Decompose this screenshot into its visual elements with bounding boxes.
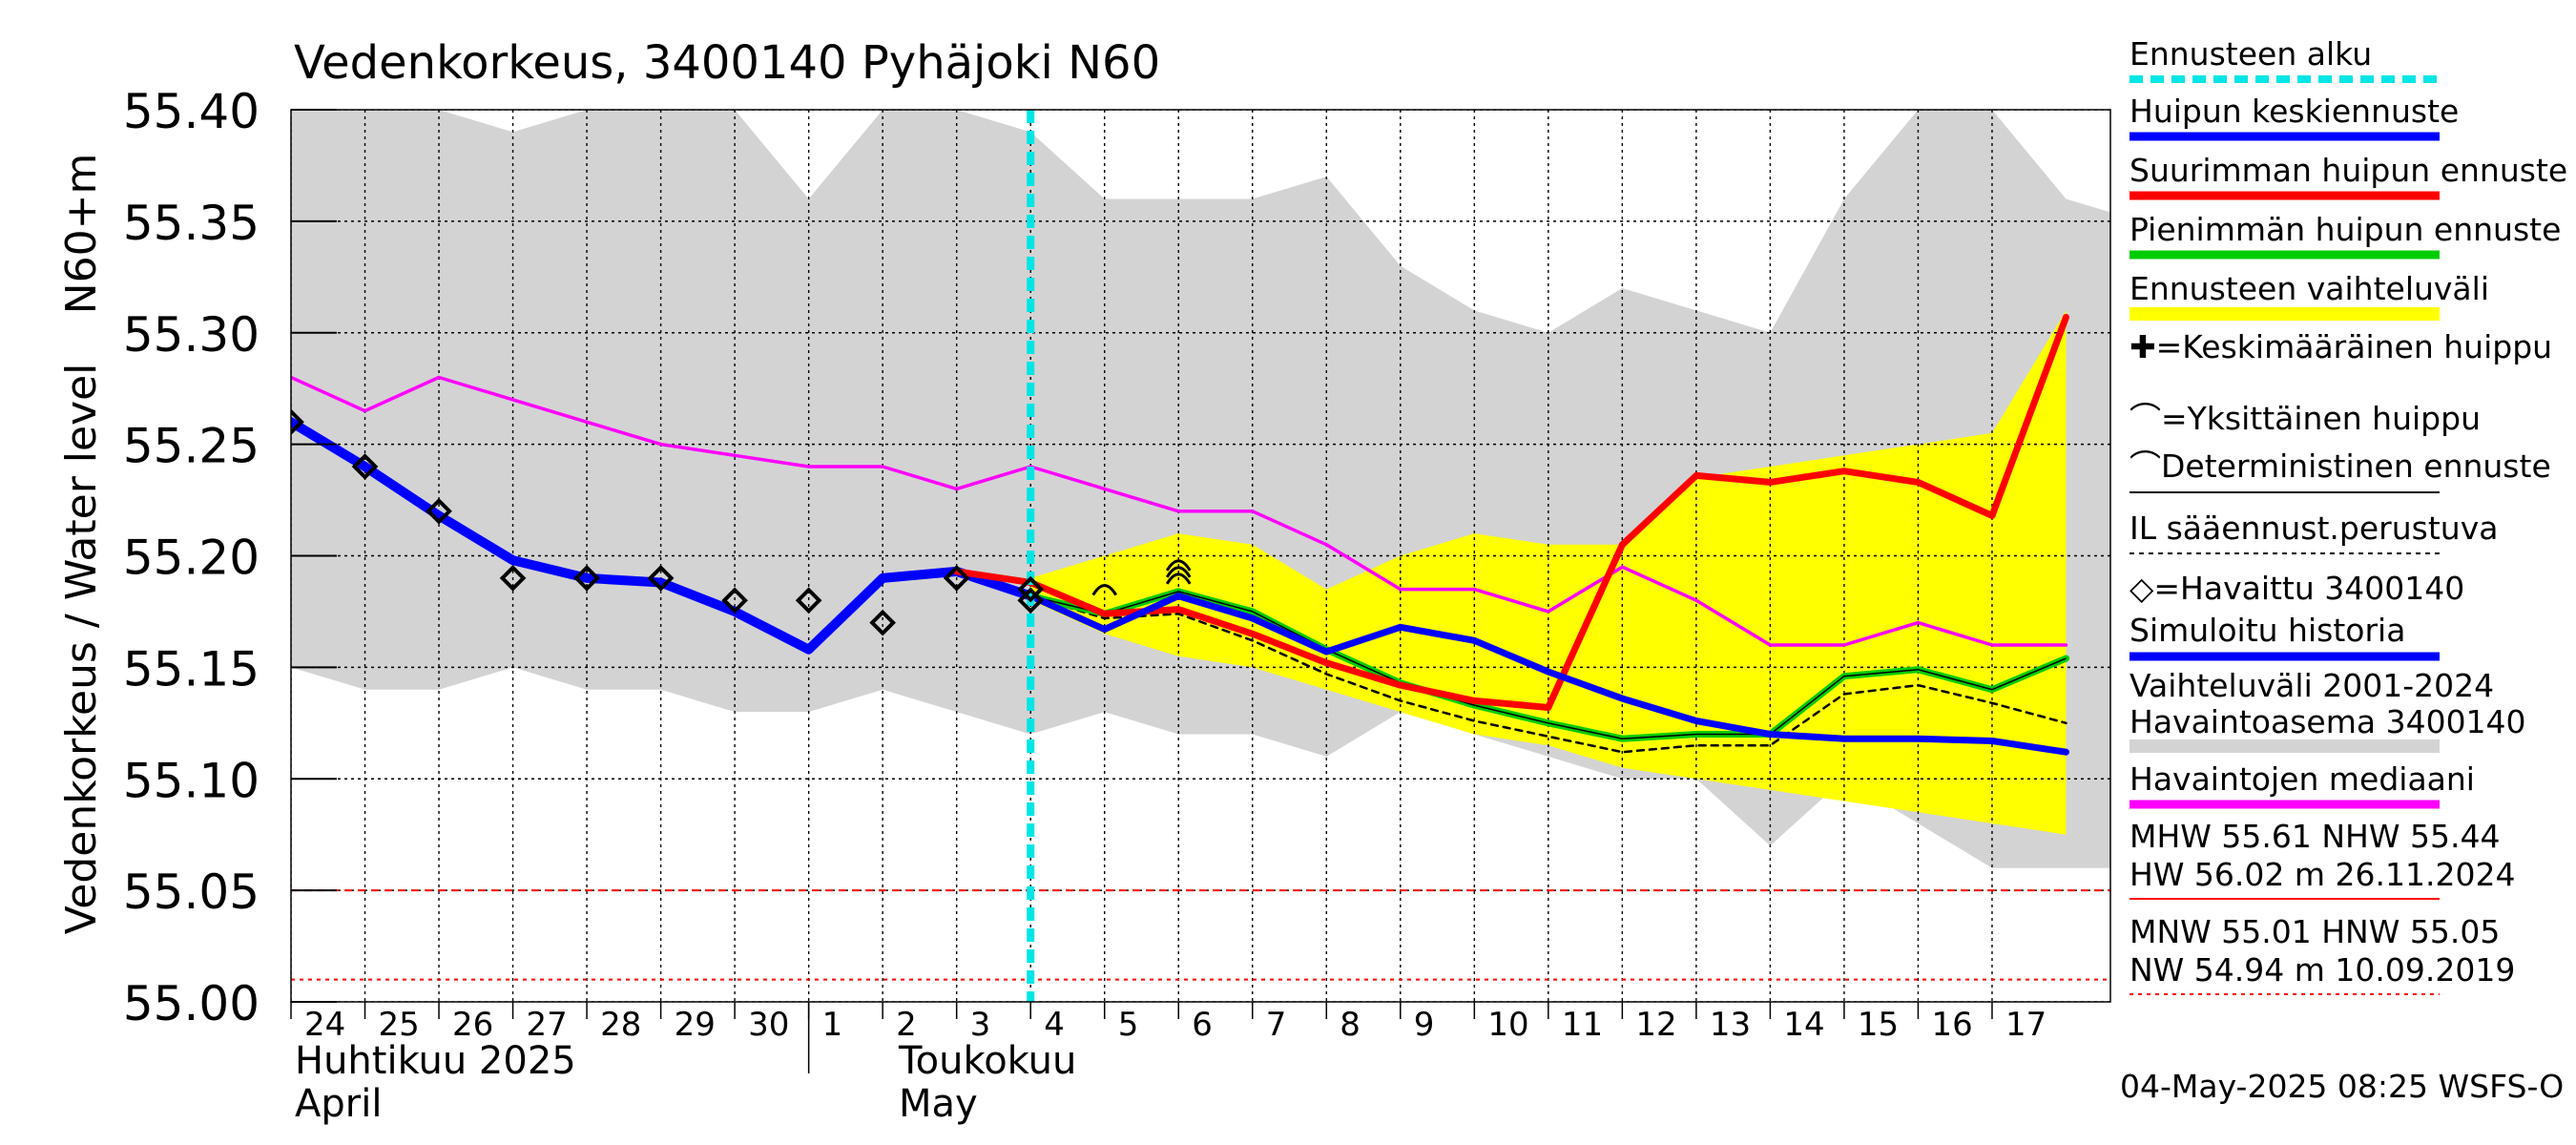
observed-point-marker (426, 497, 452, 525)
chart-title: Vedenkorkeus, 3400140 Pyhäjoki N60 (294, 36, 1160, 90)
legend-label: Havaintoasema 3400140 (2129, 703, 2526, 740)
x-tick-label: 3 (970, 1006, 991, 1044)
x-tick-label: 29 (675, 1006, 716, 1044)
series-line-havaintojen-mediaani (291, 375, 2068, 647)
legend-label: MNW 55.01 HNW 55.05 (2129, 913, 2500, 950)
legend-label: ⌒Deterministinen ennuste (2129, 448, 2551, 485)
x-tick-label: 13 (1710, 1006, 1751, 1044)
legend-label: Ennusteen alku (2129, 35, 2372, 73)
observed-point-marker (1017, 575, 1045, 603)
x-tick-label: 9 (1414, 1006, 1435, 1044)
legend-label: ◇=Havaittu 3400140 (2129, 570, 2464, 607)
observed-point-marker (943, 565, 970, 592)
legend-label: MHW 55.61 NHW 55.44 (2129, 818, 2500, 855)
observed-point-marker (351, 453, 379, 480)
y-tick-label: 55.35 (123, 196, 260, 251)
x-tick-label: 11 (1562, 1006, 1603, 1044)
footer-timestamp: 04-May-2025 08:25 WSFS-O (2120, 1068, 2564, 1105)
legend-label: IL sääennust.perustuva (2129, 510, 2498, 547)
observed-point-marker (573, 565, 600, 592)
x-tick-label: 30 (748, 1006, 789, 1044)
series-line-il-s-ennust-perustuva (1028, 594, 2067, 754)
single-peak-marker (1165, 572, 1192, 585)
x-tick-label: 27 (527, 1006, 568, 1044)
observed-point-marker (795, 587, 822, 614)
y-tick-label: 55.15 (123, 641, 260, 697)
legend-label: NW 54.94 m 10.09.2019 (2129, 951, 2515, 989)
x-month-label-en: April (295, 1082, 382, 1126)
x-tick-label: 24 (304, 1006, 345, 1044)
legend-label: Ennusteen vaihteluväli (2129, 270, 2489, 307)
series-line-deterministic (1030, 591, 2067, 739)
series-line-huipun-keskiennuste (1027, 593, 2069, 756)
y-tick-label: 55.10 (123, 753, 260, 808)
x-tick-label: 1 (822, 1006, 843, 1044)
grid-lines (291, 110, 2110, 1002)
legend-label: Havaintojen mediaani (2129, 760, 2475, 798)
legend-label: Huipun keskiennuste (2129, 93, 2459, 130)
y-tick-label: 55.20 (123, 531, 260, 586)
legend-label: Suurimman huipun ennuste (2129, 152, 2567, 189)
x-tick-label: 12 (1635, 1006, 1676, 1044)
legend-label: Simuloitu historia (2129, 612, 2405, 649)
legend-label: ⌒=Yksittäinen huippu (2129, 400, 2481, 437)
x-tick-label: 26 (452, 1006, 493, 1044)
x-tick-label: 6 (1192, 1006, 1213, 1044)
single-peak-marker (1165, 566, 1192, 578)
x-tick-label: 4 (1044, 1006, 1065, 1044)
observed-point-marker (869, 609, 896, 636)
y-tick-label: 55.00 (123, 976, 260, 1031)
single-peak-marker (1165, 559, 1192, 572)
legend-label: Pienimmän huipun ennuste (2129, 211, 2561, 248)
y-tick-label: 55.05 (123, 864, 260, 920)
series-line-simuloitu-historia (291, 417, 1036, 655)
x-tick-label: 16 (1931, 1006, 1972, 1044)
observed-point-marker (499, 565, 527, 592)
y-axis-unit: N60+m (57, 154, 106, 315)
y-tick-label: 55.25 (123, 419, 260, 474)
x-tick-label: 14 (1783, 1006, 1824, 1044)
x-tick-label: 25 (379, 1006, 420, 1044)
observed-point-marker (1017, 587, 1045, 614)
x-tick-label: 7 (1266, 1006, 1287, 1044)
x-tick-label: 8 (1340, 1006, 1361, 1044)
x-tick-label: 28 (600, 1006, 641, 1044)
x-month-label: Huhtikuu 2025 (295, 1039, 576, 1083)
y-tick-label: 55.40 (123, 84, 260, 139)
x-tick-label: 5 (1118, 1006, 1139, 1044)
legend-label: HW 56.02 m 26.11.2024 (2129, 856, 2515, 893)
observed-point-marker (721, 587, 748, 614)
y-tick-label: 55.30 (123, 307, 260, 363)
x-month-label: Toukokuu (898, 1039, 1076, 1083)
observed-point-marker (647, 565, 675, 592)
observed-point-marker (291, 408, 304, 436)
y-axis-label: Vedenkorkeus / Water level (57, 364, 106, 935)
x-tick-label: 2 (896, 1006, 917, 1044)
x-tick-label: 17 (2005, 1006, 2046, 1044)
x-tick-label: 15 (1858, 1006, 1899, 1044)
plot-area (291, 110, 2110, 1002)
single-peak-marker (1091, 584, 1118, 596)
x-tick-label: 10 (1487, 1006, 1528, 1044)
x-month-label-en: May (899, 1082, 978, 1126)
legend-label: ✚=Keskimääräinen huippu (2129, 328, 2552, 365)
legend-label: Vaihteluväli 2001-2024 (2129, 667, 2494, 704)
